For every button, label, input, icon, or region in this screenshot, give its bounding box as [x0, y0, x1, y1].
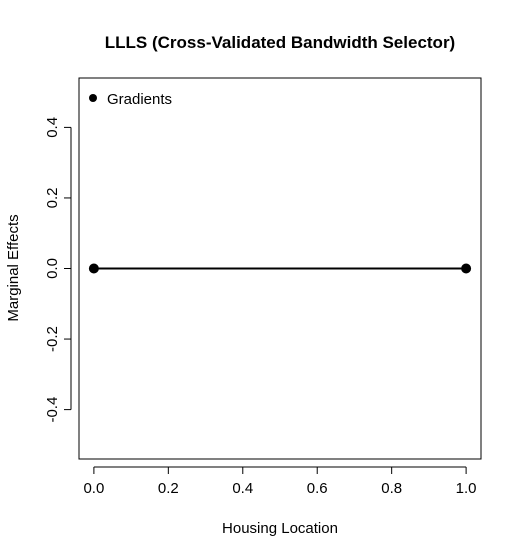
- x-tick-label: 0.0: [83, 480, 104, 497]
- x-tick-label: 0.2: [158, 480, 179, 497]
- plot-frame: [78, 77, 482, 460]
- x-tick-label: 1.0: [456, 480, 477, 497]
- y-tick-label: 0.4: [44, 117, 61, 138]
- legend-label: Gradients: [107, 91, 172, 108]
- x-axis: 0.0 0.2 0.4 0.6 0.8 1.0: [83, 466, 477, 497]
- x-tick-label: 0.6: [307, 480, 328, 497]
- x-tick-label: 0.4: [232, 480, 253, 497]
- y-tick-label: -0.2: [44, 326, 61, 352]
- legend-marker: [89, 94, 97, 102]
- y-tick-label: 0.2: [44, 188, 61, 209]
- data-point: [461, 263, 472, 274]
- data-point: [88, 263, 99, 274]
- series-layer: [88, 263, 472, 274]
- chart-title: LLLS (Cross-Validated Bandwidth Selector…: [105, 33, 455, 52]
- x-axis-label: Housing Location: [222, 520, 338, 537]
- y-tick-label: 0.0: [44, 258, 61, 279]
- y-tick-label: -0.4: [44, 397, 61, 423]
- y-axis: -0.4 -0.2 0.0 0.2 0.4: [44, 117, 72, 423]
- legend: Gradients: [89, 91, 172, 108]
- y-axis-label: Marginal Effects: [5, 214, 22, 321]
- x-tick-label: 0.8: [381, 480, 402, 497]
